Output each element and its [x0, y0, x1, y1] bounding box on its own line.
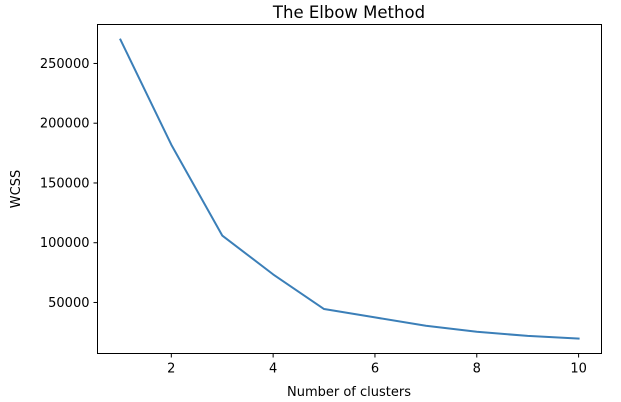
wcss-series-line — [119, 38, 580, 340]
y-tick-label: 100000 — [40, 236, 90, 251]
plot-area: 2 4 6 8 10 50000 100000 150000 200000 250000 — [40, 24, 602, 377]
x-axis-ticks: 2 4 6 8 10 — [167, 353, 587, 377]
y-tick-label: 150000 — [40, 176, 90, 191]
x-axis-label: Number of clusters — [287, 385, 411, 400]
x-tick-label: 6 — [371, 362, 379, 377]
x-tick-label: 8 — [473, 362, 481, 377]
chart-title: The Elbow Method — [272, 3, 425, 22]
y-tick-label: 250000 — [40, 57, 90, 72]
y-axis-label: WCSS — [9, 170, 24, 208]
y-tick-label: 200000 — [40, 117, 90, 132]
x-tick-label: 4 — [269, 362, 277, 377]
x-tick-label: 10 — [570, 362, 587, 377]
y-tick-label: 50000 — [48, 296, 89, 311]
series-layer — [119, 38, 580, 340]
y-axis-ticks: 50000 100000 150000 200000 250000 — [40, 57, 98, 311]
plot-frame — [97, 24, 602, 354]
x-tick-label: 2 — [167, 362, 175, 377]
